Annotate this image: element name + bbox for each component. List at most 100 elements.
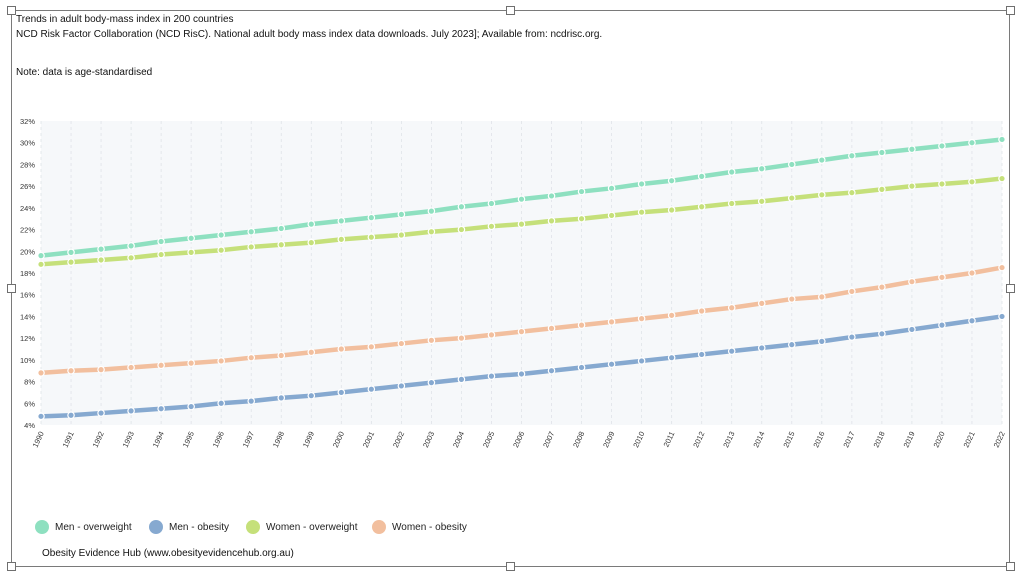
- data-point: [337, 345, 346, 353]
- x-tick-label: 2021: [962, 430, 977, 449]
- data-point: [277, 224, 286, 233]
- data-point: [998, 135, 1006, 144]
- data-point: [367, 385, 376, 393]
- x-tick-label: 2008: [571, 430, 586, 449]
- data-point: [217, 231, 225, 239]
- legend-item[interactable]: Men - obesity: [149, 519, 229, 535]
- data-point: [968, 269, 976, 277]
- resize-handle-top-left[interactable]: [7, 6, 16, 15]
- data-point: [517, 327, 526, 336]
- data-point: [187, 402, 195, 411]
- data-point: [397, 339, 406, 348]
- x-tick-label: 1997: [241, 430, 256, 449]
- resize-handle-top-right[interactable]: [1006, 6, 1015, 15]
- data-point: [187, 359, 195, 367]
- x-tick-label: 2007: [541, 430, 556, 449]
- data-point: [397, 382, 406, 390]
- data-point: [908, 182, 916, 190]
- data-point: [547, 366, 556, 375]
- data-point: [637, 357, 646, 365]
- data-point: [397, 210, 406, 219]
- data-point: [157, 404, 165, 413]
- legend-marker: [35, 520, 49, 534]
- y-tick-label: 20%: [20, 247, 35, 256]
- data-point: [757, 164, 766, 173]
- data-point: [127, 407, 135, 415]
- data-point: [787, 160, 796, 169]
- legend-marker: [246, 520, 260, 534]
- data-point: [848, 287, 856, 296]
- data-point: [577, 214, 586, 223]
- data-point: [968, 138, 976, 147]
- data-point: [848, 188, 856, 197]
- data-point: [547, 192, 556, 200]
- data-point: [607, 360, 616, 369]
- footer-credit: Obesity Evidence Hub (www.obesityevidenc…: [42, 548, 294, 559]
- data-point: [848, 333, 856, 341]
- data-point: [547, 217, 556, 225]
- resize-handle-middle-left[interactable]: [7, 284, 16, 293]
- data-point: [667, 353, 676, 362]
- resize-handle-middle-right[interactable]: [1006, 284, 1015, 293]
- legend-item[interactable]: Women - obesity: [372, 519, 467, 535]
- data-point: [998, 312, 1006, 321]
- resize-handle-bottom-center[interactable]: [506, 562, 515, 571]
- y-tick-label: 10%: [20, 356, 35, 365]
- data-point: [848, 151, 856, 160]
- data-point: [37, 260, 45, 269]
- data-point: [607, 211, 616, 220]
- data-point: [757, 299, 766, 308]
- chart-title: Trends in adult body-mass index in 200 c…: [16, 14, 234, 25]
- data-point: [487, 222, 496, 231]
- data-point: [337, 235, 346, 244]
- data-point: [247, 397, 256, 405]
- data-point: [818, 293, 826, 301]
- data-point: [157, 361, 165, 370]
- data-point: [97, 245, 105, 253]
- data-point: [457, 375, 466, 384]
- data-point: [67, 411, 75, 420]
- x-tick-label: 2000: [331, 430, 346, 449]
- x-tick-label: 2002: [391, 430, 406, 449]
- resize-handle-bottom-left[interactable]: [7, 562, 16, 571]
- resize-handle-bottom-right[interactable]: [1006, 562, 1015, 571]
- data-point: [127, 242, 135, 250]
- data-point: [908, 145, 916, 154]
- data-point: [487, 331, 496, 339]
- data-point: [157, 237, 165, 246]
- data-point: [517, 195, 526, 203]
- data-point: [818, 156, 826, 164]
- data-point: [667, 311, 676, 320]
- data-point: [37, 251, 45, 260]
- data-point: [217, 399, 225, 408]
- legend-item[interactable]: Men - overweight: [35, 519, 132, 535]
- data-point: [307, 391, 316, 400]
- data-point: [67, 248, 75, 257]
- y-tick-label: 14%: [20, 312, 35, 321]
- data-point: [818, 337, 826, 346]
- data-point: [67, 366, 75, 375]
- data-point: [757, 197, 766, 206]
- data-point: [938, 321, 946, 329]
- data-point: [968, 178, 976, 186]
- legend-label: Women - obesity: [392, 521, 467, 533]
- data-point: [607, 318, 616, 326]
- resize-handle-top-center[interactable]: [506, 6, 515, 15]
- data-point: [277, 240, 286, 249]
- data-point: [637, 314, 646, 323]
- y-tick-label: 22%: [20, 226, 35, 235]
- chart-note: Note: data is age-standardised: [16, 67, 153, 78]
- data-point: [427, 227, 436, 236]
- data-point: [277, 351, 286, 360]
- x-tick-label: 2013: [721, 430, 736, 449]
- x-tick-label: 2016: [811, 430, 826, 449]
- x-tick-label: 2017: [841, 430, 856, 449]
- x-tick-label: 1996: [211, 430, 226, 449]
- data-point: [727, 303, 736, 312]
- data-point: [787, 194, 796, 202]
- y-tick-label: 26%: [20, 182, 35, 191]
- legend-item[interactable]: Women - overweight: [246, 519, 358, 535]
- data-point: [637, 208, 646, 217]
- x-tick-label: 2015: [781, 430, 796, 449]
